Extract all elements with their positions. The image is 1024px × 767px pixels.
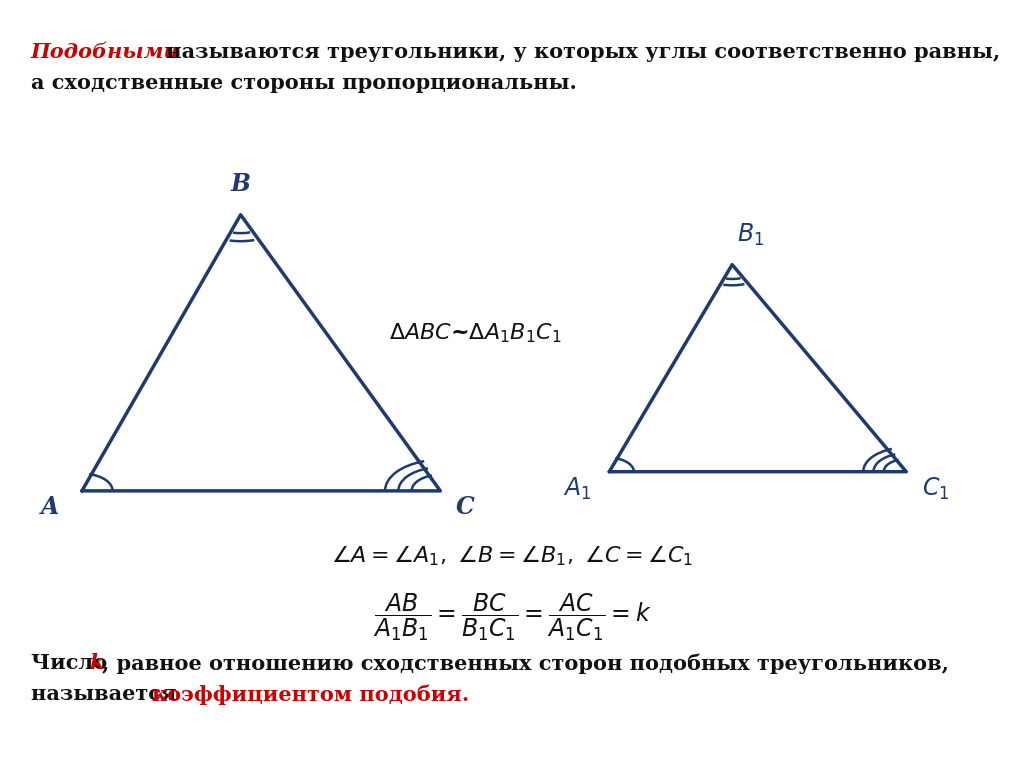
Text: Подобными: Подобными xyxy=(31,42,179,62)
Text: называются треугольники, у которых углы соответственно равны,: называются треугольники, у которых углы … xyxy=(159,42,999,62)
Text: $C_1$: $C_1$ xyxy=(922,476,949,502)
Text: $\angle A = \angle A_1,\ \angle B = \angle B_1,\ \angle C = \angle C_1$: $\angle A = \angle A_1,\ \angle B = \ang… xyxy=(331,544,693,568)
Text: $\dfrac{AB}{A_1B_1} = \dfrac{BC}{B_1C_1} = \dfrac{AC}{A_1C_1} = k$: $\dfrac{AB}{A_1B_1} = \dfrac{BC}{B_1C_1}… xyxy=(373,591,651,644)
Text: k: k xyxy=(89,653,103,673)
Text: C: C xyxy=(456,495,474,518)
Text: коэффициентом подобия.: коэффициентом подобия. xyxy=(152,684,469,705)
Text: $\mathit{\Delta ABC}$~$\mathit{\Delta A_1B_1C_1}$: $\mathit{\Delta ABC}$~$\mathit{\Delta A_… xyxy=(389,322,561,345)
Text: а сходственные стороны пропорциональны.: а сходственные стороны пропорциональны. xyxy=(31,73,577,93)
Text: называется: называется xyxy=(31,684,183,704)
Text: B: B xyxy=(230,172,251,196)
Text: $B_1$: $B_1$ xyxy=(737,222,764,248)
Text: $A_1$: $A_1$ xyxy=(562,476,591,502)
Text: , равное отношению сходственных сторон подобных треугольников,: , равное отношению сходственных сторон п… xyxy=(102,653,949,674)
Text: Число: Число xyxy=(31,653,115,673)
Text: A: A xyxy=(41,495,59,518)
